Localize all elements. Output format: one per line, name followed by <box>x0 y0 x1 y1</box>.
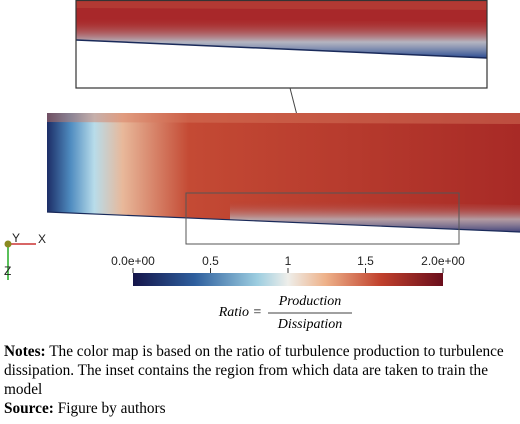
source-text: Figure by authors <box>57 400 166 417</box>
axes-triad: Y X Z <box>4 231 46 280</box>
figure: Y X Z 0.0e+00 0.5 1 1.5 2.0e+00 Ratio = Prod… <box>4 0 520 332</box>
notes: Notes: The color map is based on the rat… <box>4 342 516 418</box>
formula-lhs: Ratio = <box>218 305 262 320</box>
axis-label: X <box>38 232 46 246</box>
colorbar-tick-label: 2.0e+00 <box>421 254 465 268</box>
source-label: Source: <box>4 400 54 417</box>
axis-label: Y <box>12 231 20 245</box>
top-band <box>47 113 520 124</box>
colorbar-tick-label: 1 <box>285 254 292 268</box>
inset-wall <box>75 39 488 59</box>
inset-frame <box>75 0 488 89</box>
formula-numerator: Production <box>278 294 341 309</box>
wall-layer <box>230 200 520 232</box>
colorbar: 0.0e+00 0.5 1 1.5 2.0e+00 <box>111 254 465 286</box>
formula-denominator: Dissipation <box>277 317 343 332</box>
source-line: Source: Figure by authors <box>4 399 516 418</box>
main-field <box>46 113 520 245</box>
colorbar-tick-label: 1.5 <box>357 254 374 268</box>
colorbar-tick-label: 0.0e+00 <box>111 254 155 268</box>
notes-text: The color map is based on the ratio of t… <box>4 343 504 398</box>
notes-label: Notes: <box>4 343 46 360</box>
inset-wall-layer <box>76 18 487 58</box>
inset <box>75 0 488 89</box>
colorbar-tick-label: 0.5 <box>202 254 219 268</box>
formula: Ratio = Production Dissipation <box>218 294 352 332</box>
colorbar-ramp <box>133 273 443 286</box>
inset-top-band <box>76 0 487 10</box>
axis-label: Z <box>4 264 11 278</box>
wall <box>46 211 520 233</box>
notes-paragraph: Notes: The color map is based on the rat… <box>4 342 516 399</box>
inset-region <box>185 192 460 245</box>
y-dot <box>4 240 12 248</box>
flow-field <box>47 113 520 232</box>
